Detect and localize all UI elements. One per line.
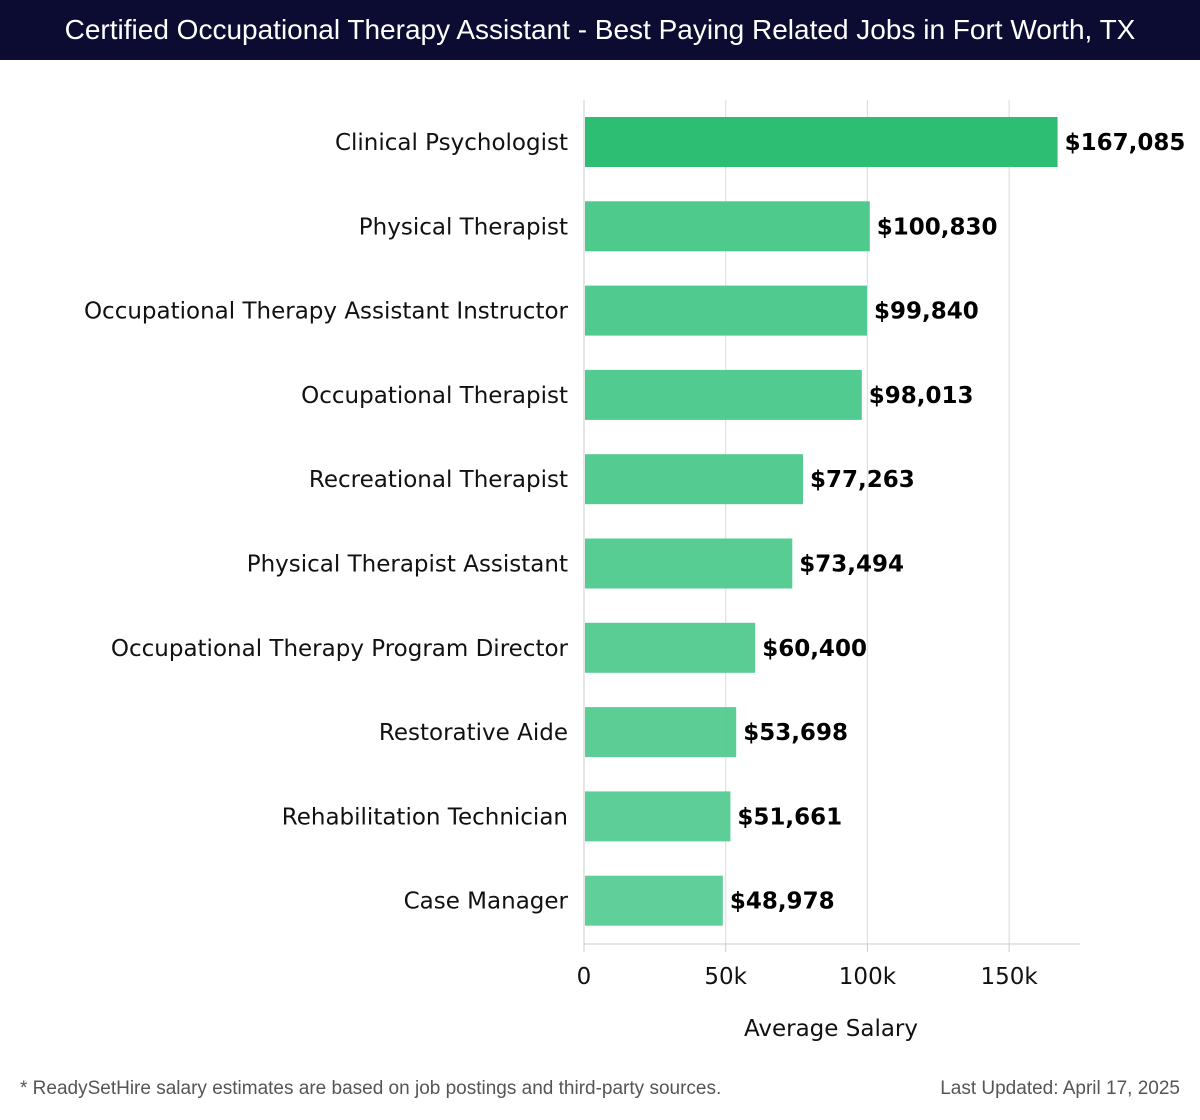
category-label: Case Manager: [404, 889, 569, 915]
axes: 0 50k 100k 150k Clinical Psychologist $167,08…: [84, 100, 1185, 990]
category-label: Clinical Psychologist: [335, 130, 568, 156]
bar-chart: 0 50k 100k 150k Clinical Psychologist $167,08…: [84, 100, 1185, 1042]
value-label: $60,400: [762, 636, 867, 662]
category-label: Rehabilitation Technician: [282, 804, 568, 830]
footer-updated: Last Updated: April 17, 2025: [940, 1078, 1180, 1099]
x-tick-label: 0: [577, 964, 592, 990]
x-tick-label: 150k: [981, 964, 1039, 990]
category-label: Occupational Therapist: [301, 383, 568, 409]
value-label: $167,085: [1065, 130, 1186, 156]
bars: [585, 117, 1058, 926]
value-label: $51,661: [737, 804, 842, 830]
x-tick-label: 50k: [704, 964, 747, 990]
bar: [585, 707, 737, 758]
title-bar: Certified Occupational Therapy Assistant…: [0, 0, 1200, 60]
category-label: Occupational Therapy Program Director: [111, 636, 569, 662]
bar: [585, 454, 803, 505]
x-tick-label: 100k: [839, 964, 897, 990]
value-label: $48,978: [730, 889, 835, 915]
value-label: $98,013: [869, 383, 974, 409]
bar: [585, 201, 870, 252]
footer-note: * ReadySetHire salary estimates are base…: [20, 1078, 722, 1099]
category-label: Restorative Aide: [379, 720, 568, 746]
bar: [585, 285, 867, 336]
bar: [585, 622, 756, 673]
x-axis-title: Average Salary: [744, 1016, 918, 1042]
bar: [585, 875, 723, 926]
category-label: Occupational Therapy Assistant Instructo…: [84, 299, 569, 325]
value-label: $77,263: [810, 467, 915, 493]
value-label: $99,840: [874, 299, 979, 325]
value-label: $53,698: [743, 720, 848, 746]
chart-title: Certified Occupational Therapy Assistant…: [64, 14, 1136, 45]
bar: [585, 538, 793, 589]
bar: [585, 117, 1058, 167]
value-label: $100,830: [877, 214, 998, 240]
value-label: $73,494: [799, 552, 904, 578]
bar: [585, 791, 731, 842]
category-label: Recreational Therapist: [309, 467, 568, 493]
category-label: Physical Therapist: [359, 214, 568, 240]
bar: [585, 369, 862, 420]
category-label: Physical Therapist Assistant: [247, 552, 568, 578]
